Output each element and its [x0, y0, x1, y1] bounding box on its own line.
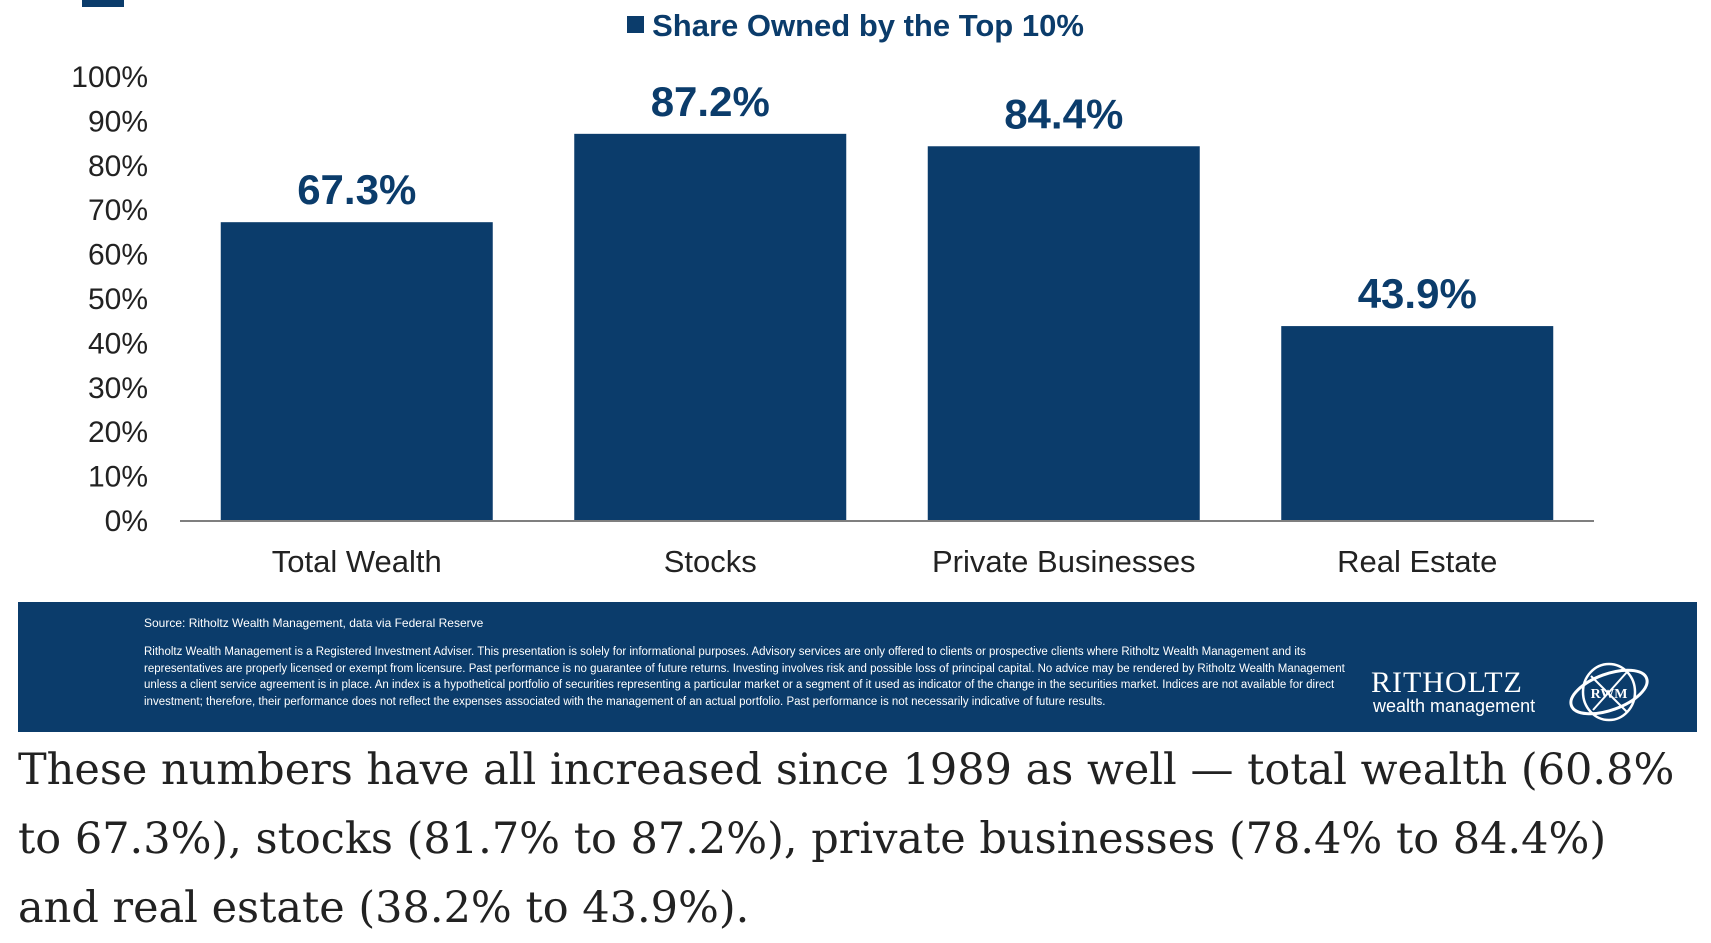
chart-legend: Share Owned by the Top 10% [0, 8, 1711, 44]
bar-chart: 0% 10% 20% 30% 40% 50% 60% 70% 80% 90% 100% 67.3% 8… [71, 61, 1594, 579]
logo-monogram: RWM [1591, 687, 1628, 702]
y-tick-label: 60% [88, 239, 148, 272]
rwm-logo-icon: RWM [1569, 662, 1649, 722]
y-tick-label: 70% [88, 194, 148, 227]
y-tick-label: 90% [88, 105, 148, 138]
y-tick-label: 10% [88, 461, 148, 494]
bar [574, 133, 847, 521]
x-category-label: Real Estate [1337, 544, 1497, 579]
bar-value-label: 84.4% [1004, 90, 1123, 137]
y-tick-label: 40% [88, 327, 148, 360]
bar-value-label: 43.9% [1358, 270, 1477, 317]
bar-value-label: 67.3% [297, 166, 416, 213]
source-note: Source: Ritholtz Wealth Management, data… [144, 616, 484, 630]
legend-swatch [627, 16, 645, 33]
legend-label: Share Owned by the Top 10% [652, 8, 1084, 43]
ritholtz-brand: RITHOLTZ wealth management RWM [1371, 660, 1671, 730]
y-tick-label: 20% [88, 416, 148, 449]
y-tick-label: 0% [105, 505, 148, 538]
footer-disclaimer-band: Source: Ritholtz Wealth Management, data… [18, 602, 1697, 732]
disclaimer-text: Ritholtz Wealth Management is a Register… [144, 646, 1345, 708]
bar-value-label: 87.2% [651, 78, 770, 125]
y-tick-label: 100% [71, 61, 148, 94]
bar [220, 222, 493, 522]
y-tick-label: 50% [88, 283, 148, 316]
x-category-label: Private Businesses [932, 544, 1196, 579]
x-category-label: Stocks [664, 544, 757, 579]
corner-accent-mark [82, 0, 124, 7]
brand-name: RITHOLTZ [1371, 666, 1523, 699]
bar-series [220, 133, 1554, 522]
y-tick-label: 30% [88, 372, 148, 405]
bar-value-labels: 67.3% 87.2% 84.4% 43.9% [297, 78, 1477, 317]
brand-subtitle: wealth management [1373, 696, 1536, 716]
article-caption: These numbers have all increased since 1… [18, 745, 1675, 933]
bar [927, 146, 1200, 522]
x-axis-labels: Total Wealth Stocks Private Businesses Real… [272, 544, 1498, 579]
y-axis-ticks: 0% 10% 20% 30% 40% 50% 60% 70% 80% 90% 100% [71, 61, 148, 538]
bar [1281, 326, 1554, 521]
y-tick-label: 80% [88, 150, 148, 183]
x-category-label: Total Wealth [272, 544, 442, 579]
